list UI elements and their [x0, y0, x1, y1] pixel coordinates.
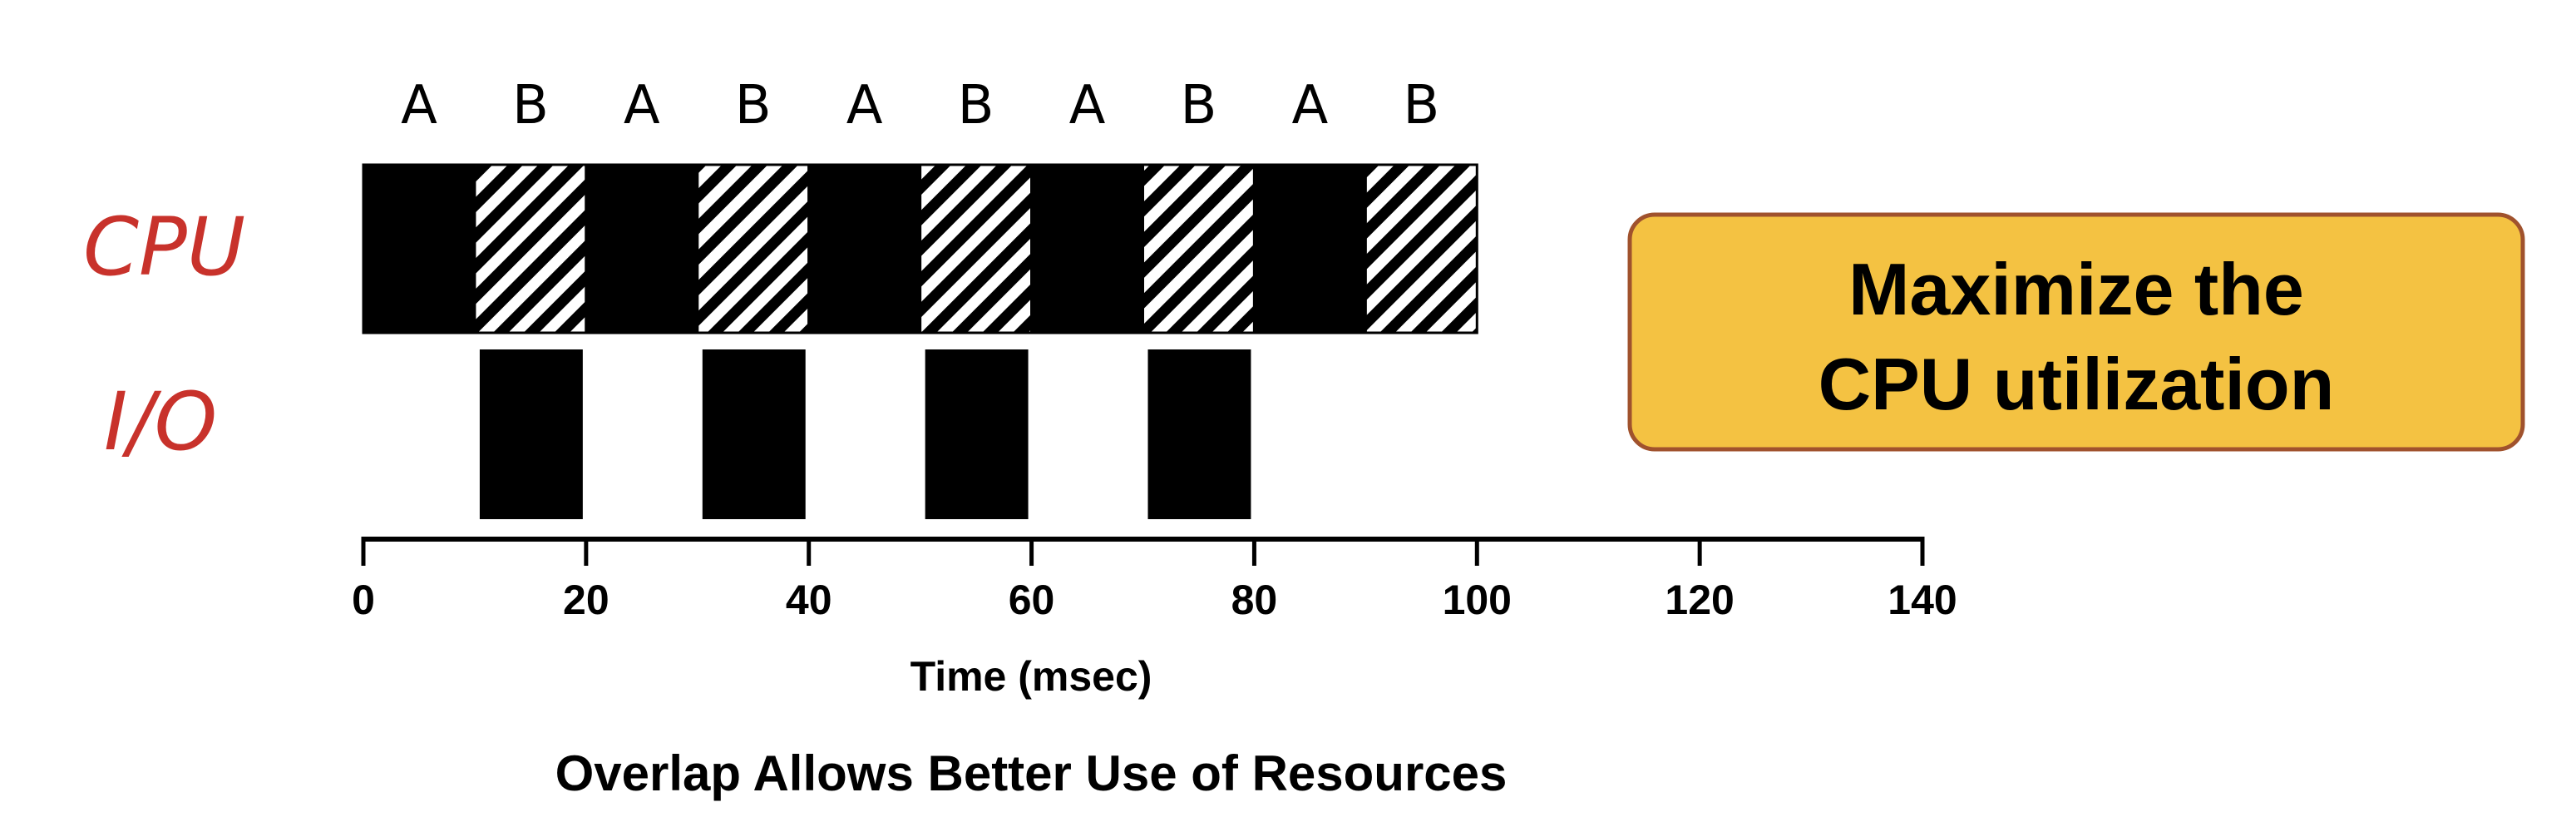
axis-tick-label-40: 40 — [786, 577, 832, 623]
cpu-slot-7-a — [1030, 163, 1144, 334]
io-slot-3 — [925, 349, 1029, 519]
callout-line-1: Maximize the — [1848, 248, 2304, 330]
io-row-label: I/O — [104, 375, 217, 468]
axis-title: Time (msec) — [910, 653, 1152, 700]
io-slot-1 — [479, 349, 583, 519]
cpu-slot-label-5: A — [846, 75, 883, 136]
callout-background — [1627, 212, 2525, 452]
cpu-slot-8-b — [1142, 163, 1256, 334]
io-slot-2 — [702, 349, 806, 519]
cpu-slot-label-4: B — [735, 75, 772, 136]
time-axis: 0 20 40 60 80 100 120 140 — [352, 537, 1957, 623]
cpu-slot-3-a — [585, 163, 699, 334]
axis-tick-label-140: 140 — [1888, 577, 1957, 623]
cpu-row-label: CPU — [83, 201, 245, 294]
cpu-slot-label-1: A — [401, 75, 437, 136]
cpu-timeline — [362, 163, 1478, 334]
cpu-slot-label-6: B — [958, 75, 994, 136]
cpu-slot-4-b — [696, 163, 811, 334]
io-timeline — [479, 349, 1251, 519]
cpu-slot-5-a — [807, 163, 922, 334]
axis-tick-label-100: 100 — [1443, 577, 1512, 623]
axis-tick-label-20: 20 — [563, 577, 609, 623]
axis-tick-label-120: 120 — [1665, 577, 1734, 623]
callout-line-2: CPU utilization — [1818, 343, 2335, 425]
cpu-slot-label-3: A — [624, 75, 660, 136]
cpu-slot-label-2: B — [512, 75, 549, 136]
cpu-slot-9-a — [1252, 163, 1367, 334]
cpu-slot-10-b — [1364, 163, 1478, 334]
cpu-slot-2-b — [473, 163, 588, 334]
diagram-caption: Overlap Allows Better Use of Resources — [555, 745, 1508, 801]
cpu-slot-label-7: A — [1069, 75, 1106, 136]
callout-box: Maximize the CPU utilization — [1627, 212, 2525, 452]
io-slot-4 — [1147, 349, 1251, 519]
cpu-slot-label-10: B — [1403, 75, 1439, 136]
cpu-slot-1-a — [362, 163, 476, 334]
axis-tick-label-0: 0 — [352, 577, 375, 623]
axis-tick-label-80: 80 — [1231, 577, 1278, 623]
cpu-slot-6-b — [919, 163, 1034, 334]
cpu-slot-label-9: A — [1292, 75, 1329, 136]
axis-tick-label-60: 60 — [1009, 577, 1055, 623]
cpu-slot-label-8: B — [1181, 75, 1217, 136]
